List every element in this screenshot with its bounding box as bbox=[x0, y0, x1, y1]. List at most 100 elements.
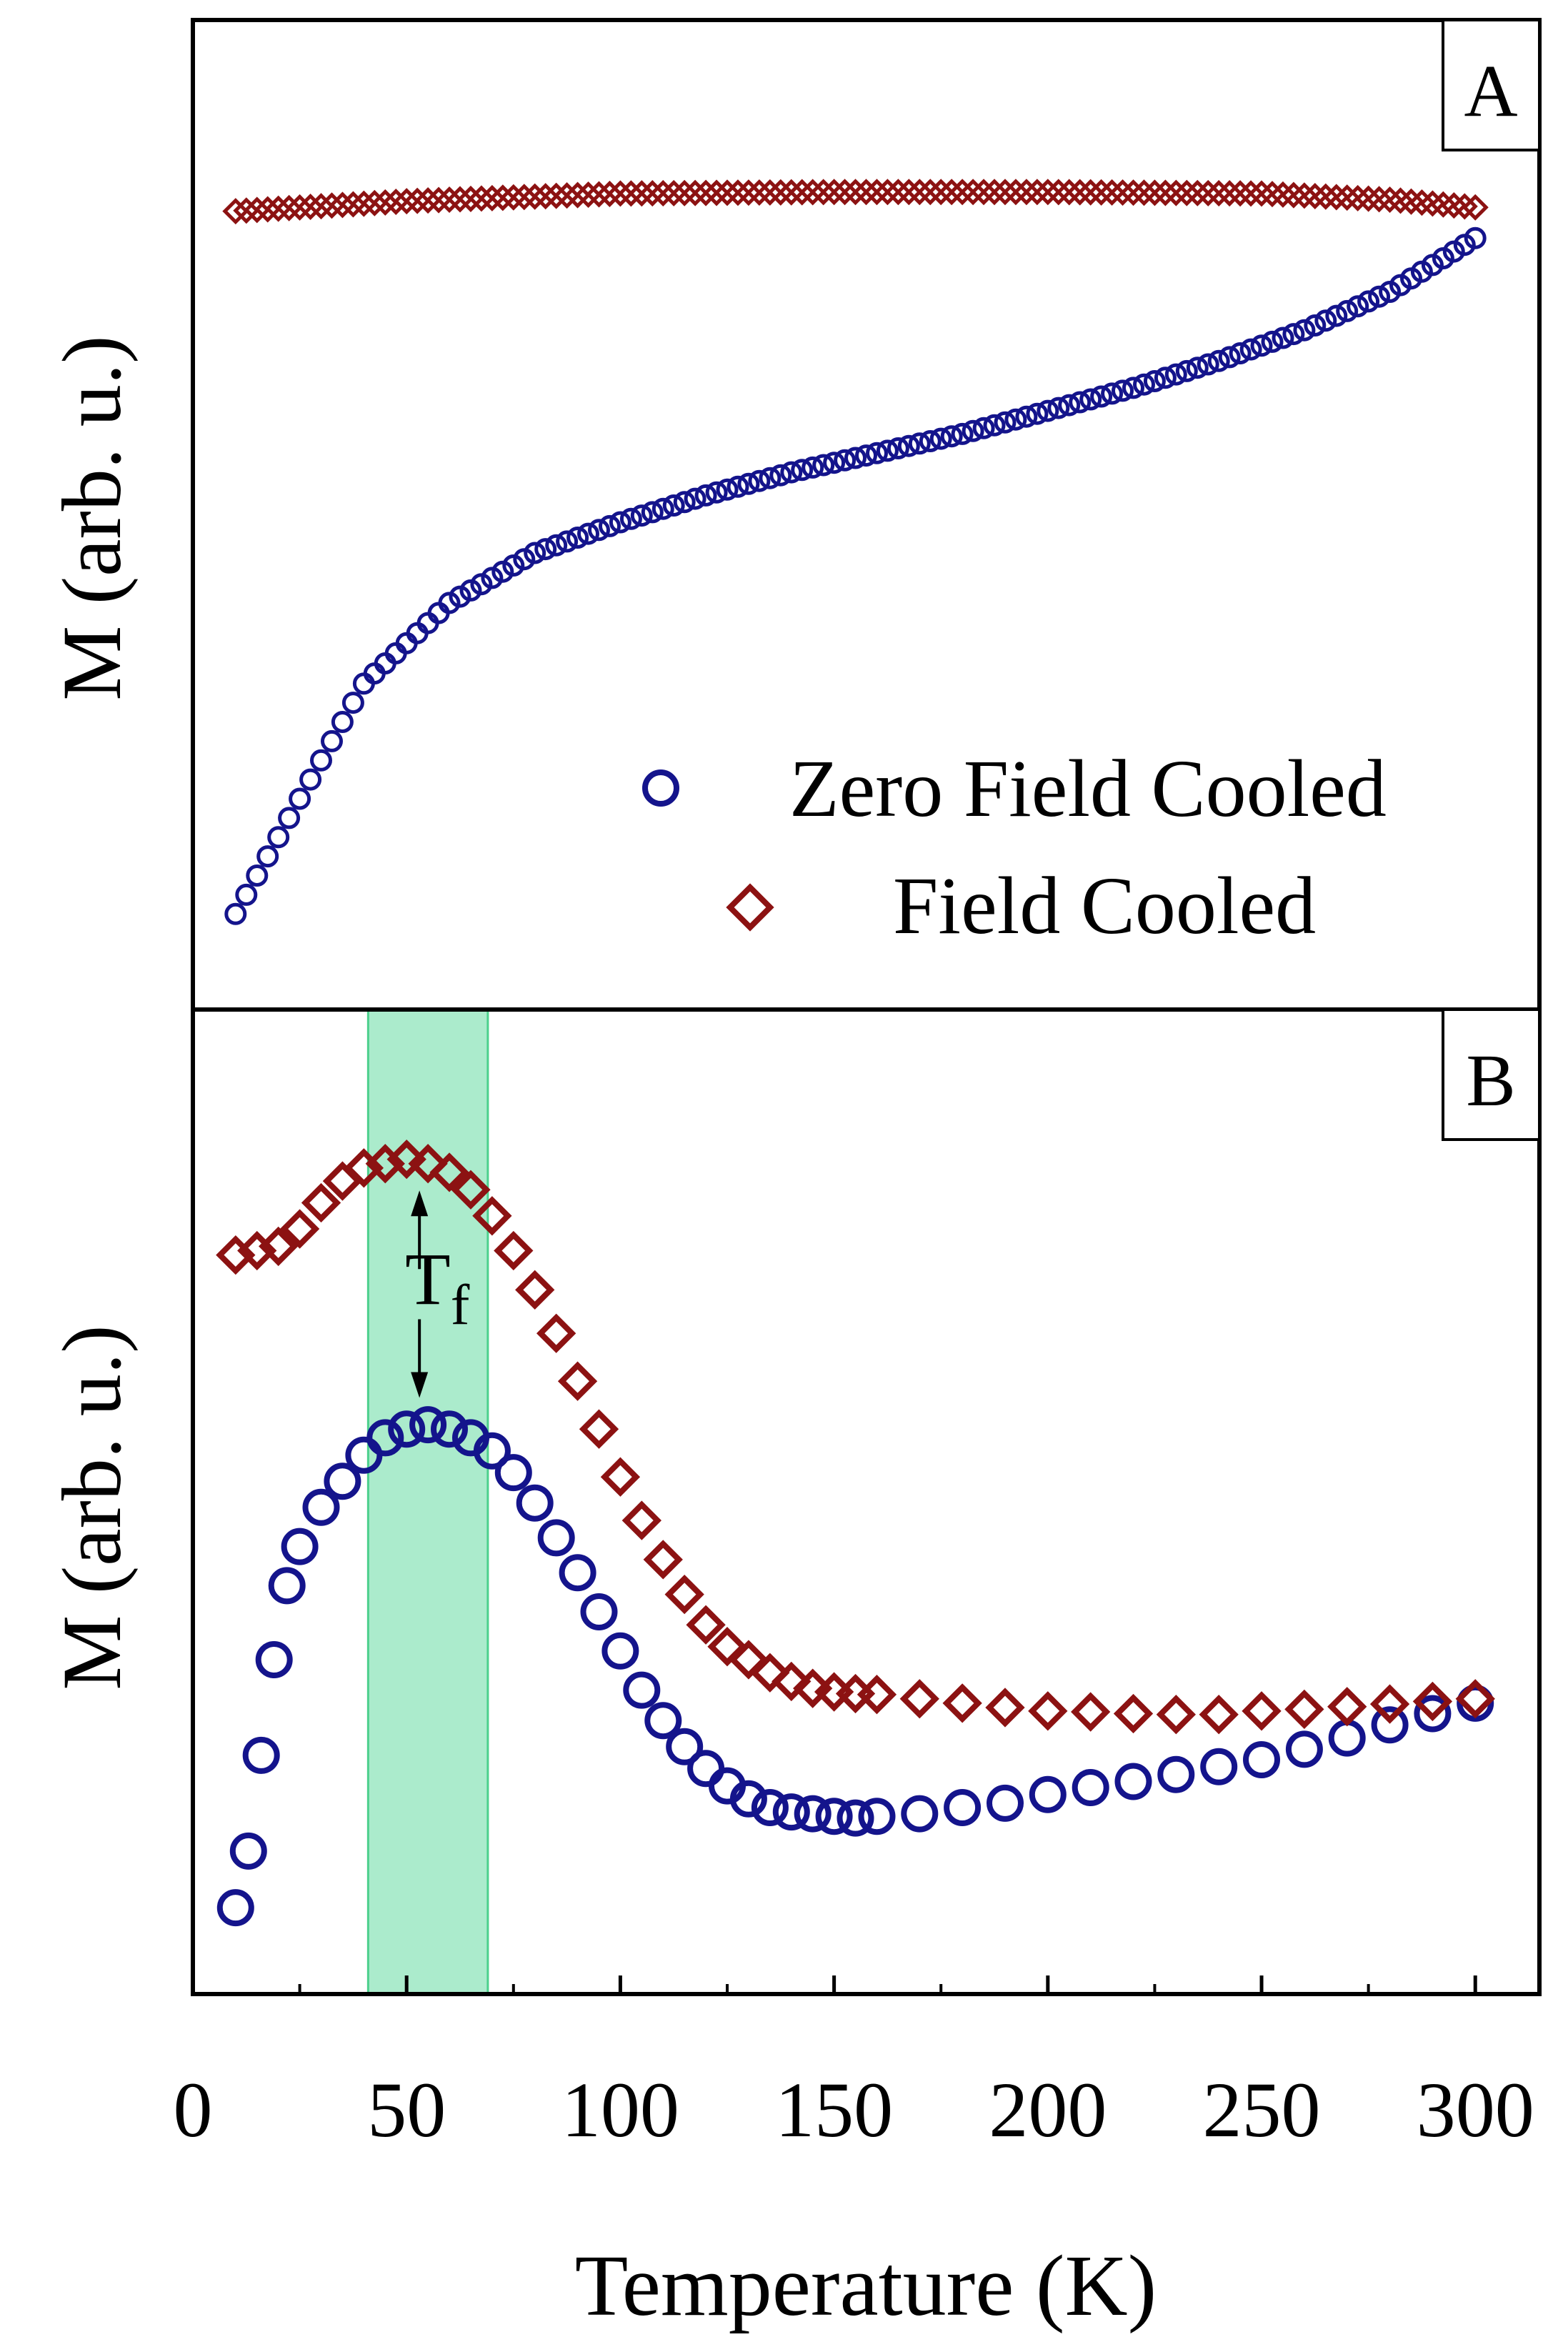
fc-point bbox=[1045, 179, 1072, 206]
fc-point bbox=[729, 1640, 769, 1680]
fc-point bbox=[899, 1679, 939, 1719]
zfc-point bbox=[748, 469, 771, 492]
zfc-point bbox=[1357, 290, 1380, 313]
fc-point bbox=[339, 191, 366, 218]
zfc-point bbox=[812, 454, 835, 477]
fc-point bbox=[425, 186, 452, 214]
legend: Zero Field Cooled Field Cooled bbox=[642, 743, 1387, 951]
tf-label-subscript: f bbox=[451, 1274, 470, 1337]
fc-point bbox=[1440, 192, 1467, 219]
fc-point bbox=[1199, 1695, 1239, 1735]
fc-point bbox=[660, 179, 687, 206]
zfc-point bbox=[388, 1410, 426, 1448]
fc-point bbox=[863, 179, 890, 206]
zfc-point bbox=[229, 1832, 267, 1870]
panel-b: B M (arb. u.) Tf bbox=[45, 1007, 1542, 1996]
fc-point bbox=[414, 187, 441, 214]
fc-point bbox=[494, 1230, 534, 1271]
tf-band-rect bbox=[366, 1008, 489, 1995]
zfc-point bbox=[246, 864, 269, 887]
zfc-point bbox=[256, 845, 279, 868]
fc-point bbox=[1028, 1691, 1068, 1731]
fc-point bbox=[756, 179, 784, 206]
fc-point bbox=[574, 181, 602, 209]
fc-point bbox=[771, 1661, 812, 1702]
fc-point bbox=[259, 1226, 299, 1267]
zfc-point bbox=[791, 459, 814, 482]
zfc-point bbox=[901, 1795, 939, 1833]
zfc-point bbox=[580, 1593, 618, 1630]
fc-point bbox=[543, 182, 570, 209]
zfc-point bbox=[494, 1454, 532, 1492]
zfc-point bbox=[1157, 1755, 1195, 1793]
zfc-point bbox=[278, 807, 301, 829]
fc-point bbox=[1113, 1693, 1154, 1734]
fc-point bbox=[1242, 1691, 1282, 1731]
fc-point bbox=[350, 190, 377, 217]
fc-point bbox=[1130, 179, 1158, 206]
zfc-point bbox=[1143, 370, 1166, 392]
zfc-point bbox=[1079, 388, 1102, 411]
zfc-point bbox=[1004, 408, 1027, 431]
zfc-point bbox=[449, 585, 471, 608]
zfc-point bbox=[815, 1798, 853, 1835]
fc-point bbox=[842, 179, 869, 206]
x-tick-label: 50 bbox=[367, 2066, 446, 2153]
fc-point bbox=[1327, 1687, 1367, 1727]
zfc-point bbox=[1282, 323, 1305, 346]
fc-point bbox=[1366, 186, 1393, 213]
zfc-point bbox=[944, 1789, 982, 1826]
fc-point bbox=[643, 1540, 683, 1580]
zfc-point bbox=[751, 1789, 789, 1826]
zfc-point bbox=[1261, 330, 1284, 353]
zfc-point bbox=[619, 507, 642, 530]
fc-point bbox=[692, 179, 719, 206]
tf-annotation: Tf bbox=[405, 1190, 470, 1398]
zfc-point bbox=[502, 554, 525, 577]
fc-point bbox=[301, 1182, 341, 1223]
fc-point bbox=[1216, 180, 1243, 207]
panel-a-points bbox=[222, 179, 1489, 925]
fc-point bbox=[254, 196, 281, 223]
zfc-point bbox=[577, 522, 599, 545]
zfc-point bbox=[559, 1554, 596, 1592]
fc-point bbox=[1205, 179, 1232, 207]
zfc-point bbox=[759, 467, 781, 489]
fc-point bbox=[857, 1675, 897, 1715]
zfc-point bbox=[1112, 379, 1134, 402]
zfc-point bbox=[516, 1484, 554, 1522]
fc-point bbox=[810, 179, 837, 206]
tf-label-main: T bbox=[405, 1238, 451, 1320]
zfc-point bbox=[897, 434, 920, 457]
zfc-point bbox=[1101, 382, 1124, 405]
fc-point bbox=[233, 197, 260, 224]
zfc-point bbox=[289, 787, 311, 810]
zfc-point bbox=[1347, 295, 1369, 318]
fc-point bbox=[521, 183, 549, 210]
fc-point bbox=[927, 179, 954, 206]
fc-point bbox=[884, 179, 912, 206]
fc-point bbox=[686, 1605, 726, 1645]
zfc-point bbox=[534, 538, 557, 561]
zfc-point bbox=[858, 1798, 896, 1835]
fc-point bbox=[1227, 180, 1254, 207]
zfc-point bbox=[481, 567, 504, 589]
fc-point bbox=[1184, 179, 1211, 206]
fc-point bbox=[489, 184, 516, 211]
zfc-point bbox=[1314, 309, 1337, 332]
zfc-point bbox=[983, 414, 1006, 437]
zfc-point bbox=[1175, 359, 1198, 382]
fc-point bbox=[244, 196, 271, 224]
fc-point bbox=[606, 180, 634, 207]
zfc-point bbox=[438, 592, 461, 614]
x-axis-label: Temperature (K) bbox=[575, 2238, 1157, 2334]
fc-point bbox=[1173, 179, 1200, 206]
fc-point bbox=[832, 179, 859, 206]
zfc-point bbox=[940, 425, 963, 448]
fc-point bbox=[500, 184, 527, 211]
fc-point bbox=[1237, 180, 1264, 207]
fc-point bbox=[265, 195, 292, 222]
fc-point bbox=[536, 1313, 576, 1353]
fc-point bbox=[1387, 187, 1414, 214]
